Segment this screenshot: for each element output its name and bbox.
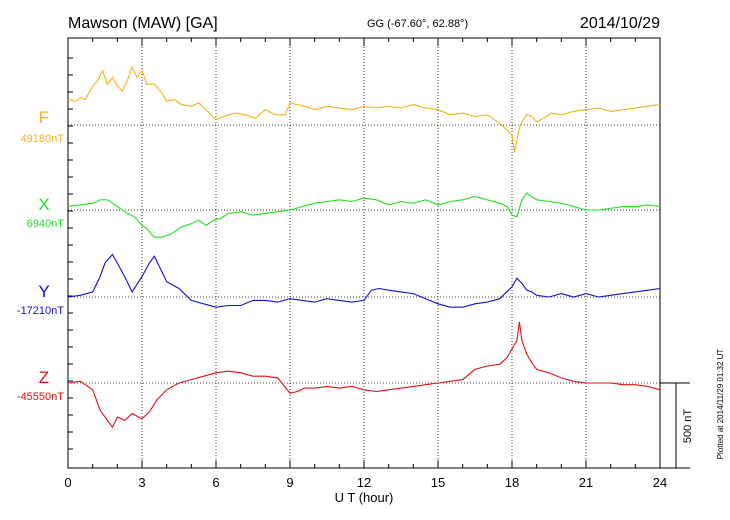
component-label-f: F [39, 108, 49, 127]
station-title: Mawson (MAW) [GA] [68, 15, 218, 32]
baseline-value-f: 49180nT [21, 133, 65, 145]
component-label-x: X [38, 195, 49, 214]
x-axis-label: U T (hour) [335, 490, 394, 505]
grid-lines [141, 38, 587, 468]
baseline-value-x: 6940nT [27, 218, 65, 230]
plot-frame [67, 37, 661, 469]
series-f-line [67, 65, 661, 153]
baseline-value-z: -45550nT [17, 391, 64, 403]
series-x-line [67, 192, 661, 238]
x-tick-label: 6 [212, 475, 219, 490]
component-label-y: Y [38, 282, 49, 301]
series-y-line [67, 253, 661, 308]
series-z-line [67, 321, 661, 429]
series-lines [67, 65, 661, 429]
x-tick-labels: 0 3 6 9 12 15 18 21 24 [64, 475, 667, 490]
scale-bar-label: 500 nT [682, 409, 694, 444]
date-label: 2014/10/29 [580, 15, 660, 32]
component-label-z: Z [39, 368, 49, 387]
plotted-timestamp: Plotted at 2014/11/29 01:32 UT [716, 349, 725, 460]
x-tick-label: 9 [286, 475, 293, 490]
x-tick-label: 18 [505, 475, 519, 490]
baseline-value-y: -17210nT [17, 305, 64, 317]
x-tick-label: 15 [431, 475, 445, 490]
x-tick-label: 12 [357, 475, 371, 490]
x-tick-label: 3 [138, 475, 145, 490]
x-tick-label: 21 [579, 475, 593, 490]
series-labels: F 49180nT X 6940nT Y -17210nT Z -45550nT [17, 108, 64, 403]
scale-bar: 500 nT [660, 382, 694, 469]
x-tick-label: 24 [653, 475, 667, 490]
x-tick-label: 0 [64, 475, 71, 490]
axis-ticks [67, 38, 661, 468]
coordinates-label: GG (-67.60°, 62.88°) [367, 18, 468, 30]
